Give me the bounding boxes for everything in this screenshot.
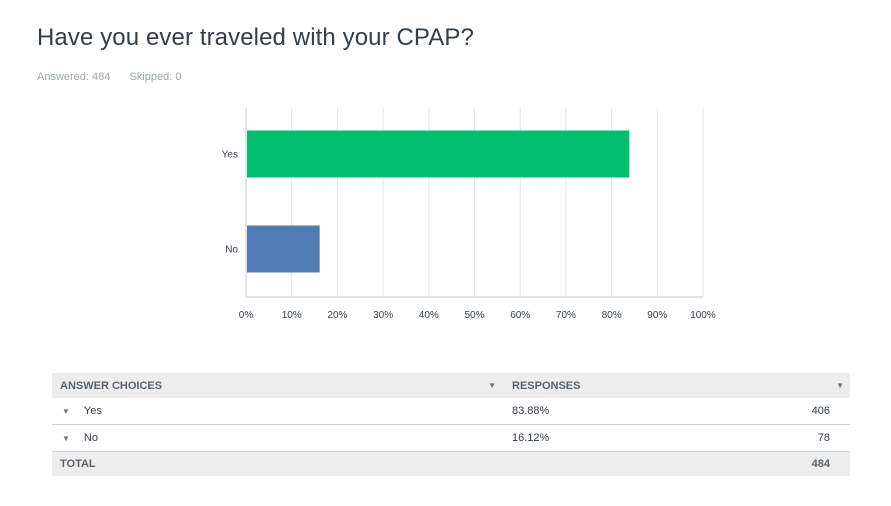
table-row: ▼ No 16.12% 78 (52, 425, 850, 452)
header-answer-choices[interactable]: ANSWER CHOICES ▼ (52, 380, 504, 392)
question-title: Have you ever traveled with your CPAP? (37, 24, 474, 51)
bar-yes[interactable] (247, 130, 630, 178)
category-label-no: No (225, 245, 238, 256)
table-header: ANSWER CHOICES ▼ RESPONSES ▼ (52, 373, 850, 398)
header-responses[interactable]: RESPONSES ▼ (504, 380, 850, 392)
x-tick-label: 80% (602, 310, 622, 321)
x-tick-label: 90% (647, 310, 667, 321)
total-label: TOTAL (60, 458, 96, 470)
response-no: 16.12% 78 (504, 432, 850, 444)
response-percent: 83.88% (512, 405, 550, 417)
answer-choice-yes: ▼ Yes (52, 405, 504, 417)
x-tick-label: 20% (327, 310, 347, 321)
results-table: ANSWER CHOICES ▼ RESPONSES ▼ ▼ Yes 83.88… (52, 373, 850, 476)
response-yes: 83.88% 406 (504, 405, 850, 417)
answer-choice-no: ▼ No (52, 432, 504, 444)
x-tick-label: 70% (556, 310, 576, 321)
chevron-down-icon[interactable]: ▼ (836, 381, 844, 390)
category-label-yes: Yes (222, 150, 238, 161)
response-summary: Answered: 484 Skipped: 0 (37, 71, 181, 83)
expand-caret-icon[interactable]: ▼ (62, 433, 70, 443)
chevron-down-icon[interactable]: ▼ (488, 381, 496, 390)
x-tick-label: 100% (690, 310, 716, 321)
x-tick-label: 40% (419, 310, 439, 321)
table-total-row: TOTAL 484 (52, 452, 850, 476)
x-tick-label: 60% (510, 310, 530, 321)
x-tick-label: 50% (464, 310, 484, 321)
response-count: 78 (817, 432, 830, 444)
skipped-count: Skipped: 0 (129, 71, 182, 83)
total-count-cell: 484 (504, 458, 850, 470)
total-count: 484 (811, 458, 830, 470)
answered-count: Answered: 484 (37, 71, 111, 83)
table-row: ▼ Yes 83.88% 406 (52, 398, 850, 425)
x-axis-ticks: 0% 10% 20% 30% 40% 50% 60% 70% 80% 90% 100% (239, 310, 716, 321)
choice-label: No (83, 432, 98, 444)
bar-chart: Yes No 0% 10% 20% 30% 40% 50% 60% 70% 80% 90% 100% (222, 108, 716, 321)
x-tick-label: 0% (239, 310, 254, 321)
expand-caret-icon[interactable]: ▼ (62, 406, 70, 416)
total-label-cell: TOTAL (52, 458, 504, 470)
x-tick-label: 10% (282, 310, 302, 321)
choice-label: Yes (83, 405, 102, 417)
bar-no[interactable] (247, 225, 320, 273)
header-answer-choices-label: ANSWER CHOICES (60, 379, 163, 392)
header-responses-label: RESPONSES (512, 379, 581, 392)
category-labels: Yes No (222, 150, 239, 256)
bar-chart-svg: Yes No 0% 10% 20% 30% 40% 50% 60% 70% 80% 90% 100% (222, 108, 716, 321)
x-tick-label: 30% (373, 310, 393, 321)
bars (247, 130, 630, 273)
response-count: 406 (811, 405, 830, 417)
response-percent: 16.12% (512, 432, 550, 444)
